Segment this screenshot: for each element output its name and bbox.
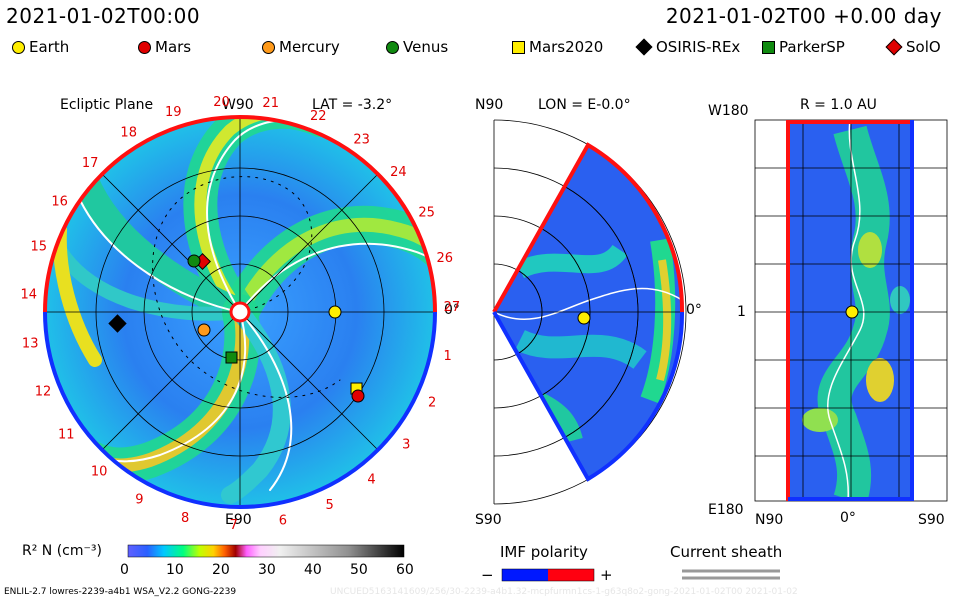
legend-item-mars2020: Mars2020 [512,38,603,56]
legend-item-solo: SolO [885,38,941,56]
mars-marker-icon [351,389,365,403]
meridional-bottom-label: S90 [475,512,502,528]
imf-polarity-bar [501,568,595,582]
colorbar-ticks: 0 10 20 30 40 50 60 [0,562,960,582]
carrington-labels: 20 21222324252627123456789101112131415161… [21,95,461,533]
ecliptic-right-label: 0° [444,302,460,318]
footer-run-id: UNCUED5163141609/256/30-2239-a4b1.32-mcp… [330,587,798,597]
legend-item-parkersp: ParkerSP [762,38,845,56]
current-sheath-label: Current sheath [670,543,783,561]
venus-marker-icon [187,254,201,268]
carrington-label: 5 [325,498,333,513]
ecliptic-panel [43,115,437,509]
parkersp-marker-icon [225,351,238,364]
carrington-label: 26 [437,251,454,266]
ecliptic-bodies [108,253,365,403]
ecliptic-bottom-label: E90 [225,512,252,528]
carrington-label: 17 [82,156,99,171]
meridional-top-label: N90 [475,97,504,113]
carrington-label: 8 [181,511,189,526]
radial-panel [754,119,948,502]
carrington-label: 7 [230,518,238,533]
density-colorbar [127,544,405,558]
carrington-label: 20 [213,95,230,110]
legend-item-venus: Venus [386,38,448,56]
radial-x-right: S90 [918,512,945,528]
ecliptic-lat-label: LAT = -3.2° [312,97,393,113]
mercury-marker-icon [262,40,275,54]
colorbar-tick: 20 [212,562,230,578]
meridional-earth-marker-icon [577,311,591,325]
carrington-label: 19 [165,105,182,120]
carrington-label: 14 [21,288,38,303]
carrington-label: 13 [22,337,39,352]
legend-item-osiris-rex: OSIRIS-REx [635,38,740,56]
carrington-label: 16 [51,195,68,210]
carrington-label: 27 [444,300,461,315]
carrington-label: 2 [428,396,436,411]
meridional-right-label: 0° [686,302,702,318]
carrington-label: 15 [31,239,48,254]
earth-marker-icon [12,40,25,54]
colorbar-tick: 50 [350,562,368,578]
timestamp-left: 2021-01-02T00:00 [6,4,201,28]
carrington-label: 9 [135,493,143,508]
radial-mid-label: 1 [737,304,746,320]
imf-minus-label: − [481,566,494,584]
imf-plus-label: + [600,566,613,584]
sun-icon [229,301,251,323]
carrington-label: 6 [279,514,287,529]
venus-marker-icon [386,40,399,54]
radial-top-label: W180 [708,103,749,119]
carrington-label: 24 [390,165,407,180]
carrington-label: 1 [443,349,451,364]
carrington-label: 3 [402,438,410,453]
radial-r-label: R = 1.0 AU [800,97,877,113]
colorbar-label: R² N (cm⁻³) [22,543,102,559]
colorbar-tick: 30 [258,562,276,578]
osiris-rex-marker-icon [108,314,127,333]
carrington-label: 18 [120,126,137,141]
radial-bottom-label: E180 [708,502,744,518]
parkersp-marker-icon [762,40,775,54]
mars-marker-icon [138,40,151,54]
carrington-label: 12 [35,384,52,399]
legend-item-mercury: Mercury [262,38,340,56]
carrington-label: 11 [58,428,75,443]
carrington-label: 10 [91,464,108,479]
meridional-lon-label: LON = E-0.0° [538,97,631,113]
radial-earth-marker-icon [845,305,859,319]
body-legend: Earth Mars Mercury Venus Mars2020 OSIRIS… [0,38,960,58]
footer-model-info: ENLIL-2.7 lowres-2239-a4b1 WSA_V2.2 GONG… [4,587,237,597]
colorbar-tick: 40 [304,562,322,578]
legend-item-mars: Mars [138,38,191,56]
radial-x-left: N90 [755,512,784,528]
radial-x-mid: 0° [840,510,856,526]
mars2020-marker-icon [512,40,525,54]
current-sheath-indicator [682,569,780,580]
legend-item-earth: Earth [12,38,69,56]
colorbar-tick: 60 [396,562,414,578]
imf-polarity-label: IMF polarity [500,543,588,561]
colorbar-tick: 0 [120,562,129,578]
mercury-marker-icon [197,323,211,337]
carrington-label: 21 [262,96,279,111]
colorbar-tick: 10 [166,562,184,578]
ecliptic-top-label: W90 [222,97,254,113]
timestamp-right: 2021-01-02T00 +0.00 day [665,4,942,28]
carrington-label: 22 [310,109,327,124]
carrington-label: 25 [418,205,435,220]
carrington-label: 23 [353,132,370,147]
meridional-panel [492,119,687,505]
earth-marker-icon [328,305,342,319]
carrington-label: 4 [367,472,375,487]
ecliptic-title: Ecliptic Plane [60,97,154,113]
